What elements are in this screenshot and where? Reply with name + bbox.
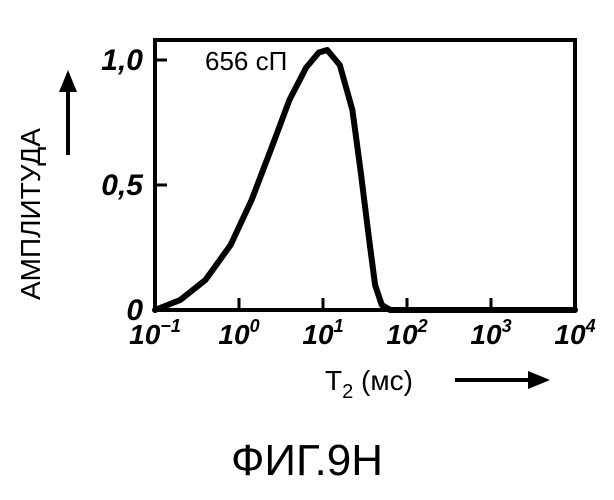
x-tick-label: 102 <box>386 316 427 350</box>
x-tick-label: 101 <box>302 316 343 350</box>
y-axis-arrow-head <box>59 70 77 92</box>
x-tick-label: 103 <box>470 316 511 350</box>
chart-svg: 00,51,010−1100101102103104656 сПАМПЛИТУД… <box>0 0 614 500</box>
x-axis-label: Т2 (мс) <box>325 365 413 403</box>
figure-label: ФИГ.9H <box>231 436 383 485</box>
annotation-label: 656 сП <box>205 46 287 76</box>
plot-frame <box>155 40 575 310</box>
y-tick-label: 0,5 <box>101 169 144 202</box>
x-tick-label: 10−1 <box>129 316 181 350</box>
y-axis-label: АМПЛИТУДА <box>15 128 46 300</box>
x-axis-arrow-head <box>528 371 550 389</box>
chart-container: 00,51,010−1100101102103104656 сПАМПЛИТУД… <box>0 0 614 500</box>
y-tick-label: 1,0 <box>101 44 143 77</box>
x-tick-label: 104 <box>554 316 595 350</box>
x-tick-label: 100 <box>218 316 259 350</box>
